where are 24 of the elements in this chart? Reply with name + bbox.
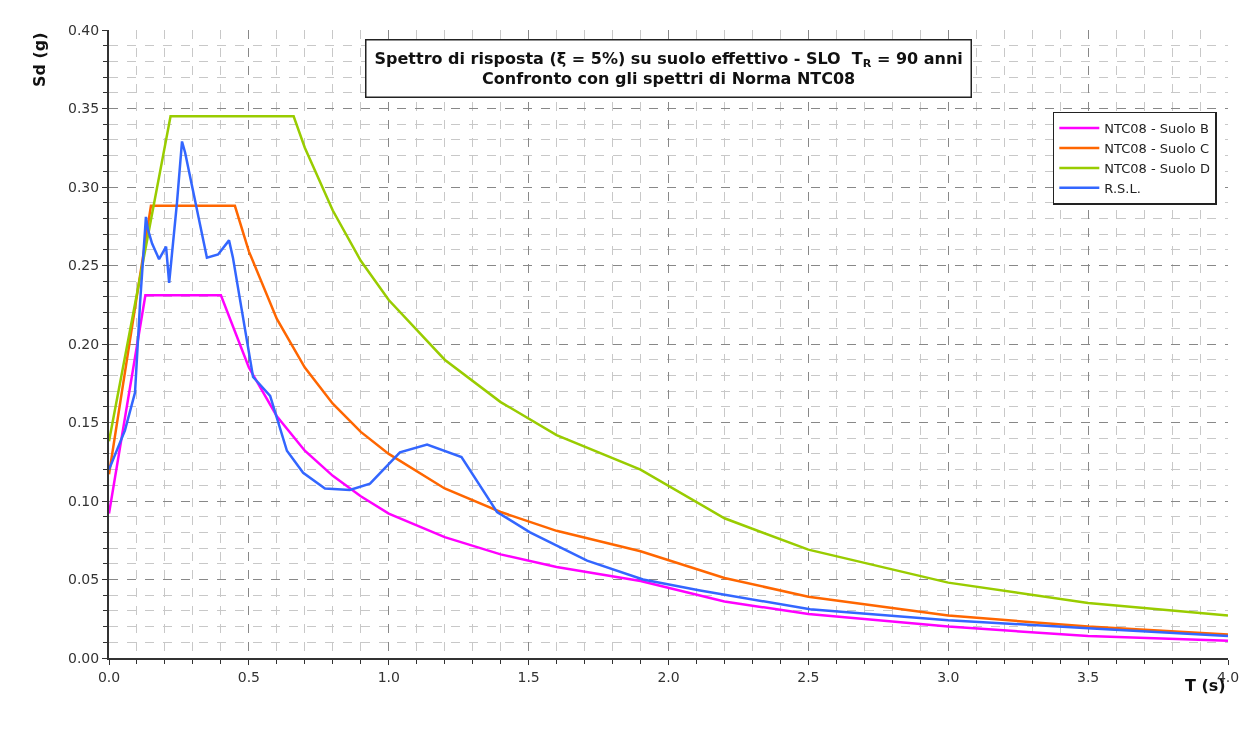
y-tick-label: 0.05 xyxy=(68,571,100,588)
x-tick-label: 2.5 xyxy=(797,668,820,685)
x-tick-label: 0.5 xyxy=(237,668,261,685)
x-tick-label: 3.5 xyxy=(1077,668,1100,685)
legend-label: NTC08 - Suolo B xyxy=(1104,121,1209,137)
y-axis-title: Sd (g) xyxy=(30,32,50,88)
x-tick-label: 1.5 xyxy=(517,668,540,685)
x-tick-label: 3.0 xyxy=(937,668,960,685)
x-tick-label: 0.0 xyxy=(97,668,121,685)
x-tick-label: 1.0 xyxy=(377,668,400,685)
y-tick-label: 0.15 xyxy=(68,414,100,431)
y-tick-label: 0.30 xyxy=(68,178,100,195)
y-tick-label: 0.00 xyxy=(68,649,100,666)
y-tick-label: 0.10 xyxy=(68,492,100,509)
legend-label: NTC08 - Suolo D xyxy=(1104,160,1210,176)
line-series xyxy=(109,294,1228,642)
legend-label: NTC08 - Suolo C xyxy=(1104,141,1210,157)
y-tick-label: 0.35 xyxy=(68,100,100,117)
chart-title: Spettro di risposta (ξ = 5%) su suolo effettivo - SLO T$_{R}$ = 90 anni Confronto con gli spettri di Norma NTC08 xyxy=(374,48,963,89)
legend-label: R.S.L. xyxy=(1104,180,1141,196)
y-tick-label: 0.20 xyxy=(68,335,100,352)
x-tick-label: 2.0 xyxy=(657,668,680,685)
y-tick-label: 0.40 xyxy=(68,21,100,38)
y-tick-label: 0.25 xyxy=(68,257,100,274)
